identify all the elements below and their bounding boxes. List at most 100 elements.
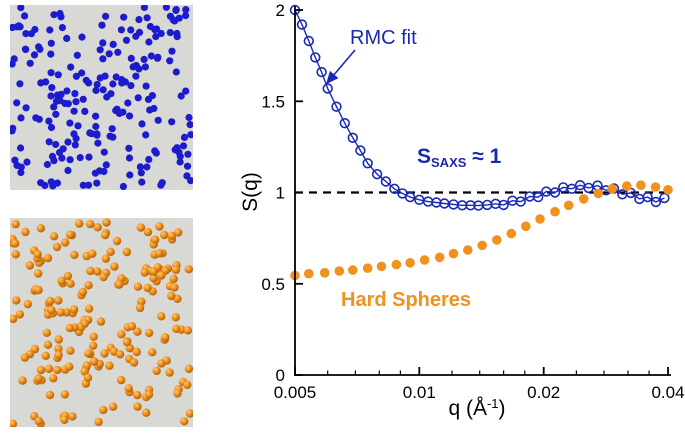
rmc-fit-arrow: [325, 49, 356, 85]
particle: [50, 157, 58, 165]
particle: [101, 254, 111, 263]
particle: [160, 230, 169, 240]
particle: [86, 129, 94, 137]
particle: [140, 55, 148, 64]
particle: [10, 124, 17, 132]
particle: [169, 16, 177, 24]
particle: [94, 139, 102, 147]
particle: [79, 181, 87, 189]
particle: [11, 239, 20, 248]
particle: [46, 296, 55, 306]
particle: [127, 54, 135, 63]
particle: [138, 120, 146, 128]
particle: [172, 6, 180, 14]
particle: [76, 154, 84, 162]
particle: [61, 238, 70, 247]
particle: [105, 50, 113, 58]
particle: [172, 324, 181, 333]
particle: [60, 415, 69, 424]
hard-spheres-particle-panel: [10, 218, 193, 427]
particle: [102, 161, 110, 169]
particle: [52, 242, 62, 252]
particle: [100, 167, 108, 176]
particle: [175, 14, 183, 22]
particle: [42, 78, 50, 86]
rmc-fit-label: RMC fit: [350, 27, 417, 49]
particle: [67, 63, 75, 71]
particle: [132, 347, 141, 357]
particle: [10, 419, 18, 427]
particle: [56, 97, 64, 105]
particle: [49, 374, 58, 383]
particle: [136, 163, 144, 171]
particle: [50, 103, 58, 111]
particle: [66, 119, 74, 127]
x-axis-label-text: q (Å: [448, 397, 487, 420]
particle: [71, 141, 79, 149]
particle: [157, 359, 166, 368]
particle: [182, 6, 190, 14]
particle: [180, 133, 189, 141]
particle: [168, 47, 176, 55]
particle: [143, 283, 152, 293]
particle: [84, 181, 93, 189]
particle: [133, 402, 142, 411]
y-tick-label: 1: [276, 184, 285, 203]
particle: [43, 340, 53, 349]
particle: [115, 280, 124, 289]
particle: [66, 346, 75, 355]
particle: [167, 231, 176, 240]
particle: [47, 69, 55, 77]
ssaxs-label-approx: ≈ 1: [466, 145, 502, 168]
particle: [126, 171, 134, 179]
particle: [127, 322, 137, 331]
particle: [151, 235, 160, 244]
particle: [137, 297, 146, 306]
particle: [84, 281, 93, 290]
particle: [93, 131, 101, 139]
particle: [92, 122, 100, 131]
particle: [118, 79, 126, 87]
particle: [23, 300, 32, 309]
particle: [83, 373, 93, 382]
particle: [124, 99, 132, 107]
particle: [64, 138, 72, 146]
particle: [69, 305, 79, 314]
particle: [84, 349, 93, 358]
particle: [54, 350, 63, 360]
particle: [157, 271, 166, 280]
particle: [158, 179, 166, 187]
particle: [58, 24, 66, 32]
y-tick-label: 2: [276, 1, 285, 20]
particle: [167, 291, 176, 301]
particle: [109, 40, 117, 49]
particle: [47, 123, 56, 132]
particle: [99, 39, 107, 47]
particle: [126, 112, 134, 120]
particle: [50, 11, 58, 19]
particle: [108, 402, 118, 411]
particle: [47, 39, 55, 47]
particle: [49, 232, 59, 241]
particle: [166, 57, 174, 65]
particle: [143, 227, 153, 237]
particle: [10, 60, 16, 68]
particle: [101, 230, 110, 240]
particle: [23, 158, 31, 166]
particle: [11, 250, 20, 259]
particle: [152, 33, 160, 41]
particle: [93, 80, 101, 89]
particle: [147, 52, 155, 60]
particle: [80, 367, 89, 376]
particle: [98, 21, 106, 29]
particle: [45, 390, 55, 400]
particle: [115, 350, 125, 359]
particle: [149, 267, 158, 276]
particle: [171, 313, 180, 322]
particle: [78, 287, 88, 297]
particle: [36, 365, 46, 375]
particle: [64, 100, 72, 108]
particle: [13, 161, 21, 169]
particle: [52, 110, 60, 118]
particle: [112, 236, 122, 246]
